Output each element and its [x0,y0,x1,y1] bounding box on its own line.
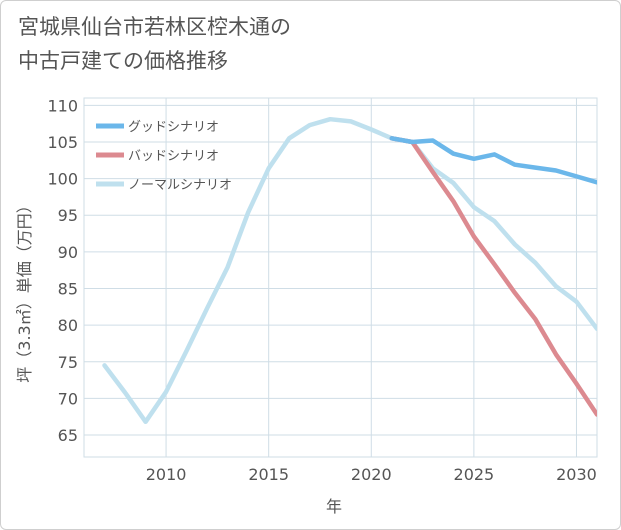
chart-title: 宮城県仙台市若林区椌木通の 中古戸建ての価格推移 [18,15,291,73]
legend-label: グッドシナリオ [128,120,219,135]
y-tick-label: 85 [58,279,78,298]
y-tick-label: 80 [58,316,78,335]
series-lines [102,116,597,425]
y-tick-label: 90 [58,243,78,262]
y-axis-label: 坪（3.3㎡）単価（万円） [15,197,34,382]
legend-item-normal: ノーマルシナリオ [96,178,232,193]
series-line-normal [102,116,597,425]
y-tick-label: 65 [58,426,78,445]
x-axis-label: 年 [326,497,342,516]
x-tick-label: 2020 [351,465,392,484]
y-axis-ticks: 65 70 75 80 85 90 95 100 105 110 [47,96,78,445]
x-tick-label: 2030 [556,465,597,484]
y-tick-label: 95 [58,206,78,225]
y-tick-label: 75 [58,353,78,372]
series-line-good [389,136,597,185]
x-tick-label: 2015 [248,465,289,484]
legend-item-bad: バッドシナリオ [96,149,219,164]
legend-label: バッドシナリオ [128,149,219,164]
plot-border [83,97,598,458]
legend-label: ノーマルシナリオ [128,178,232,193]
x-axis-ticks: 2010 2015 2020 2025 2030 [146,465,597,484]
x-tick-label: 2010 [146,465,187,484]
legend-item-good: グッドシナリオ [96,120,219,135]
series-line-bad [389,136,597,417]
grid-lines [83,97,598,458]
y-tick-label: 110 [47,96,78,115]
y-tick-label: 105 [47,133,78,152]
y-tick-label: 100 [47,170,78,189]
y-tick-label: 70 [58,389,78,408]
x-tick-label: 2025 [454,465,495,484]
